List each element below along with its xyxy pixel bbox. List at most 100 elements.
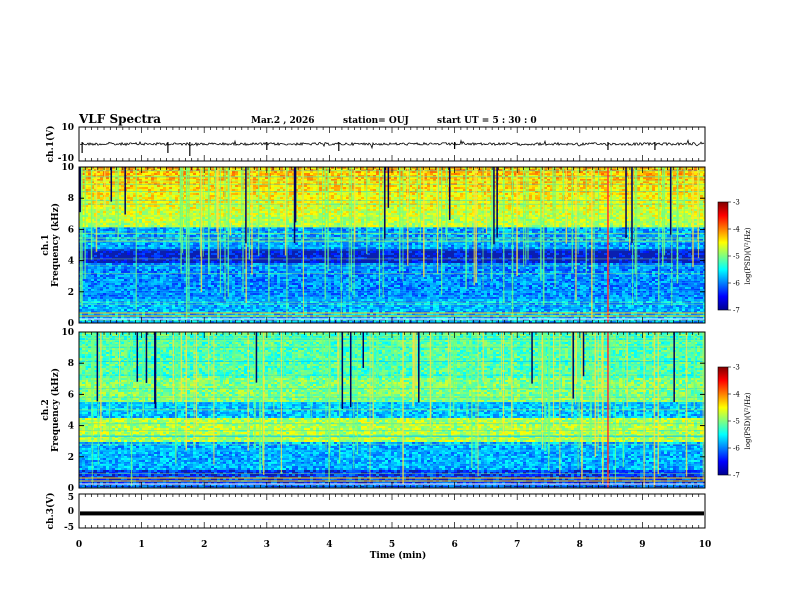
ch1-spec-cell-4715 <box>430 211 433 213</box>
ch1-spec-cell-4835 <box>163 213 166 215</box>
ch1-spec-cell-835 <box>703 173 705 175</box>
figure-title: VLF Spectra <box>78 112 161 126</box>
ch1-spec-cell-2089 <box>703 185 705 187</box>
ch1-spec-cell-3263 <box>463 197 466 199</box>
ch1-spec-cell-1200 <box>544 177 547 179</box>
ch1-spec-cell-3559 <box>97 201 100 203</box>
ch1-spec-cell-4210 <box>169 207 172 209</box>
ch1-spec-cell-4046 <box>304 205 307 207</box>
ch1-spec-cell-762 <box>484 173 487 175</box>
ch1-spec-cell-3313 <box>613 197 616 199</box>
ch1-spec-cell-485 <box>280 171 283 173</box>
ch1-spec-cell-2810 <box>358 193 361 195</box>
ch1-spec-cell-497 <box>316 171 319 173</box>
ch1-spec-cell-4752 <box>541 211 544 213</box>
ch1-spec-cell-521 <box>388 171 391 173</box>
ch1-spec-cell-4183 <box>88 207 91 209</box>
ch1-spec-cell-4052 <box>322 205 325 207</box>
ch1-spec-cell-248 <box>196 169 199 171</box>
ch1-spec-cell-2343 <box>211 189 214 191</box>
ch1-spec-cell-2514 <box>97 191 100 193</box>
ch1-spec-cell-3745 <box>655 201 658 203</box>
ch1-spec-cell-2428 <box>466 189 469 191</box>
ch1-spec-cell-1548 <box>334 181 337 183</box>
ch1-spec-cell-3703 <box>529 201 532 203</box>
ch1-spec-cell-4018 <box>220 205 223 207</box>
ch1-spec-cell-2184 <box>361 187 364 189</box>
ch1-spec-cell-2737 <box>139 193 142 195</box>
ch1-spec-cell-3003 <box>310 195 313 197</box>
ch1-spec-cell-3223 <box>343 197 346 199</box>
ch1-spec-cell-3059 <box>478 195 481 197</box>
ch1-spec-cell-2842 <box>454 193 457 195</box>
ch1-spec-cell-3268 <box>478 197 481 199</box>
ch1-spec-cell-4279 <box>376 207 379 209</box>
ch1-spec-cell-20 <box>139 167 142 169</box>
ch1-spec-cell-4066 <box>364 205 367 207</box>
ch1-spec-cell-428 <box>109 171 112 173</box>
ch1-spec-cell-659 <box>175 173 178 175</box>
ch1-spec-cell-4469 <box>319 209 322 211</box>
ch1-spec-cell-1025 <box>646 175 649 177</box>
ch1-spec-cell-4746 <box>523 211 526 213</box>
ch1-spec-cell-387 <box>613 169 616 171</box>
ch1-spec-cell-1475 <box>115 181 118 183</box>
ch1-spec-cell-3288 <box>538 197 541 199</box>
ch1-spec-cell-3641 <box>343 201 346 203</box>
ch1-spec-cell-3682 <box>466 201 469 203</box>
ch1-spec-cell-4873 <box>277 213 280 215</box>
ch1-spec-cell-4891 <box>331 213 334 215</box>
ch1-spec-cell-4868 <box>262 213 265 215</box>
ch1-spec-cell-1655 <box>655 181 658 183</box>
ch1-spec-cell-4671 <box>298 211 301 213</box>
ch1-spec-cell-3336 <box>682 197 685 199</box>
ch1-spec-cell-4071 <box>379 205 382 207</box>
ch1-spec-cell-1369 <box>424 179 427 181</box>
ch1-spec-cell-2369 <box>289 189 292 191</box>
ch1-spec-cell-4517 <box>463 209 466 211</box>
ch1-spec-cell-1235 <box>649 177 652 179</box>
ch1-spec-cell-1261 <box>100 179 103 181</box>
ch1-spec-cell-2350 <box>232 189 235 191</box>
ch1-spec-cell-3269 <box>481 197 484 199</box>
ch1-spec-cell-19 <box>136 167 139 169</box>
ch1-spec-cell-487 <box>286 171 289 173</box>
ch1-spec-cell-1998 <box>430 185 433 187</box>
ch1-spec-cell-4938 <box>472 213 475 215</box>
ch1-spec-cell-4200 <box>139 207 142 209</box>
ch1-spec-cell-2654 <box>517 191 520 193</box>
ch1-spec-cell-3099 <box>598 195 601 197</box>
ch1-spec-cell-780 <box>538 173 541 175</box>
ch1-spec-cell-4420 <box>172 209 175 211</box>
ch1-spec-cell-1237 <box>655 177 658 179</box>
ch1-spec-cell-800 <box>598 173 601 175</box>
ch1-spec-cell-2853 <box>487 193 490 195</box>
ch1-spec-cell-887 <box>232 175 235 177</box>
ch1-spec-cell-4917 <box>409 213 412 215</box>
ch1-spec-cell-1461 <box>700 179 703 181</box>
ch1-spec-cell-2196 <box>397 187 400 189</box>
ch1-spec-cell-4084 <box>418 205 421 207</box>
ch1-spec-cell-549 <box>472 171 475 173</box>
ch1-spec-cell-1496 <box>178 181 181 183</box>
ch1-spec-cell-548 <box>469 171 472 173</box>
ch1-spec-cell-4464 <box>304 209 307 211</box>
ch1-spec-cell-2862 <box>514 193 517 195</box>
ch1-spec-cell-1361 <box>400 179 403 181</box>
ch1-spec-cell-731 <box>391 173 394 175</box>
ch1-spec-cell-2794 <box>310 193 313 195</box>
ch1-spec-cell-532 <box>421 171 424 173</box>
ch1-spec-cell-402 <box>658 169 661 171</box>
ch1-spec-cell-4732 <box>481 211 484 213</box>
ch1-spec-cell-3051 <box>454 195 457 197</box>
ch1-spec-cell-2655 <box>520 191 523 193</box>
ch1-spec-cell-115 <box>424 167 427 169</box>
ch1-spec-cell-277 <box>283 169 286 171</box>
ch1-spec-cell-146 <box>517 167 520 169</box>
ch1-spec-cell-4731 <box>478 211 481 213</box>
ch1-spec-cell-4701 <box>388 211 391 213</box>
ch1-spec-cell-589 <box>592 171 595 173</box>
ch1-spec-cell-1215 <box>589 177 592 179</box>
ch1-spec-cell-4893 <box>337 213 340 215</box>
ch1-spec-cell-4024 <box>238 205 241 207</box>
